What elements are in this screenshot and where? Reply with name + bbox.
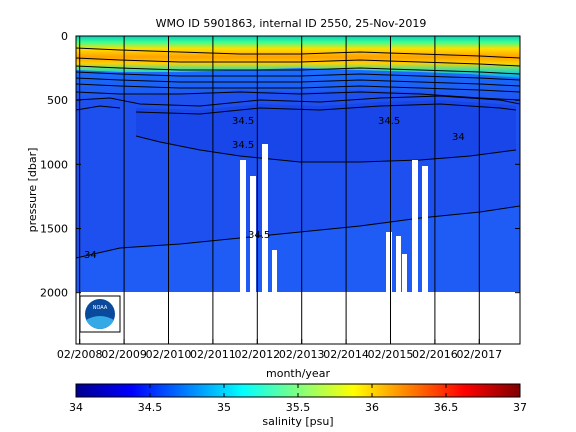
contour-lines	[76, 47, 520, 259]
contour-line	[76, 47, 520, 59]
contour-label: 34.5	[232, 116, 254, 127]
colorbar-tick-label: 37	[513, 401, 527, 414]
contour-line	[76, 205, 520, 259]
data-gap	[422, 166, 428, 300]
x-axis: 02/200802/200902/201002/201102/201202/20…	[57, 339, 502, 361]
data-gaps	[76, 144, 520, 344]
heatmap-plot: 34.5 34.5 34.5 34.5 34 34	[76, 36, 520, 344]
data-gap	[240, 160, 246, 300]
x-tick-label: 02/2012	[234, 348, 280, 361]
x-tick-label: 02/2015	[368, 348, 414, 361]
x-tick-label: 02/2011	[190, 348, 236, 361]
data-gap	[396, 236, 401, 300]
y-tick-label: 1500	[40, 223, 68, 236]
contour-label: 34.5	[378, 116, 400, 127]
x-tick-label: 02/2008	[57, 348, 103, 361]
colorbar-tick-label: 34.5	[138, 401, 163, 414]
data-gap	[250, 176, 256, 300]
x-axis-label: month/year	[266, 367, 330, 380]
contour-labels: 34.5 34.5 34.5 34.5 34 34	[84, 116, 465, 261]
fresh-core	[136, 100, 516, 162]
x-tick-label: 02/2014	[323, 348, 369, 361]
logo-text: NOAA	[93, 305, 108, 311]
colorbar-tick-label: 36.5	[434, 401, 459, 414]
contour-line	[76, 71, 520, 81]
y-tick-label: 1000	[40, 158, 68, 171]
plot-frame	[75, 35, 521, 345]
chart-title: WMO ID 5901863, internal ID 2550, 25-Nov…	[156, 17, 427, 30]
data-gap	[386, 232, 392, 300]
contour-line	[76, 65, 520, 75]
colorbar-tick-label: 35.5	[286, 401, 311, 414]
colorbar-label: salinity [psu]	[262, 415, 333, 428]
data-gap	[272, 250, 277, 300]
surface-band	[76, 36, 520, 78]
colorbar: 34 34.5 35 35.5 36 36.5 37 salinity [psu]	[69, 383, 527, 428]
y-axis: 0 500 1000 1500 2000	[40, 30, 520, 300]
colorbar-tick-label: 36	[365, 401, 379, 414]
contour-line	[76, 77, 520, 87]
noaa-logo: NOAA	[79, 295, 121, 333]
data-gap	[412, 160, 418, 300]
x-tick-label: 02/2017	[456, 348, 502, 361]
y-tick-label: 0	[61, 30, 68, 43]
contour-label: 34.5	[232, 140, 254, 151]
below-profile-area	[76, 292, 520, 344]
contour-label: 34	[84, 250, 97, 261]
contour-line	[76, 105, 121, 111]
colorbar-tick-label: 35	[217, 401, 231, 414]
y-axis-label: pressure [dbar]	[26, 148, 39, 233]
y-tick-label: 2000	[40, 287, 68, 300]
x-tick-label: 02/2010	[146, 348, 192, 361]
colorbar-tick-label: 34	[69, 401, 83, 414]
contour-label: 34	[452, 132, 465, 143]
contour-line	[76, 83, 520, 93]
x-tick-label: 02/2009	[101, 348, 147, 361]
contour-line	[135, 103, 517, 115]
colorbar-ticks: 34 34.5 35 35.5 36 36.5 37	[69, 384, 527, 414]
contour-line	[76, 95, 520, 107]
data-gap	[262, 144, 268, 300]
deep-layer	[76, 206, 520, 294]
data-gap	[402, 254, 407, 300]
contour-label: 34.5	[248, 230, 270, 241]
year-lines	[79, 36, 480, 344]
contour-line	[76, 57, 520, 67]
contour-line	[76, 91, 520, 101]
x-tick-label: 02/2013	[279, 348, 325, 361]
y-tick-label: 500	[47, 94, 68, 107]
x-tick-label: 02/2016	[412, 348, 458, 361]
contour-line	[135, 135, 517, 163]
